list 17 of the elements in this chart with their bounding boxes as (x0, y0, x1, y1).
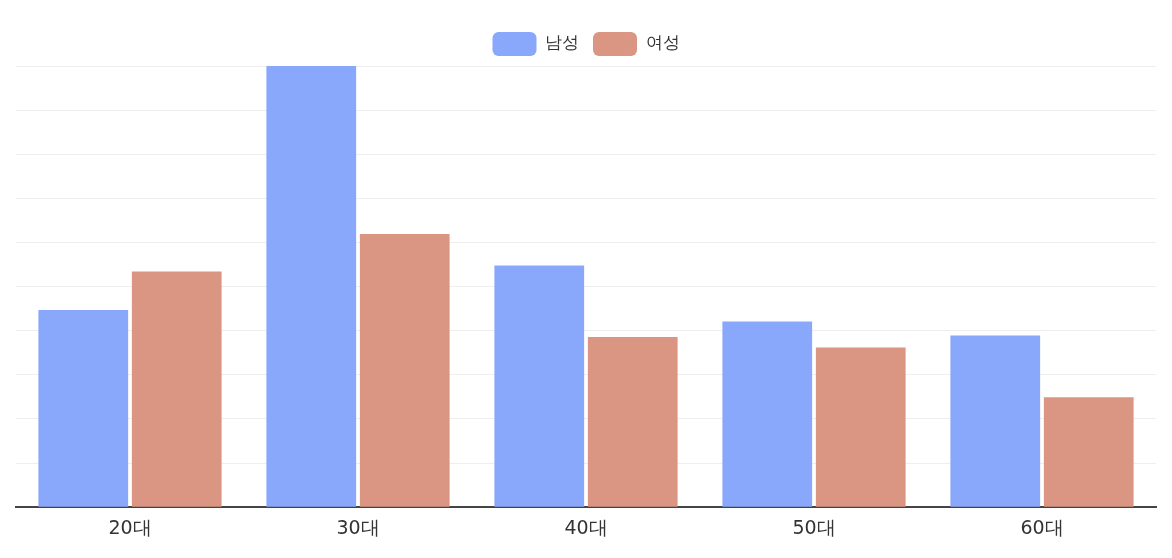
x-tick-label: 40대 (564, 515, 608, 538)
bar (1043, 397, 1134, 507)
legend-label: 남성 (545, 32, 579, 53)
bar (815, 347, 906, 507)
bar (38, 309, 129, 507)
legend-label: 여성 (645, 32, 680, 53)
bar (950, 335, 1041, 507)
x-tick-label: 20대 (108, 515, 152, 538)
x-tick-label: 60대 (1020, 515, 1064, 538)
bar (359, 234, 450, 507)
bar (722, 321, 813, 507)
x-tick-label: 50대 (792, 515, 836, 538)
bar (494, 265, 585, 507)
bar (131, 271, 222, 507)
bar (587, 336, 678, 507)
x-tick-label: 30대 (336, 515, 380, 538)
bar (266, 66, 357, 507)
